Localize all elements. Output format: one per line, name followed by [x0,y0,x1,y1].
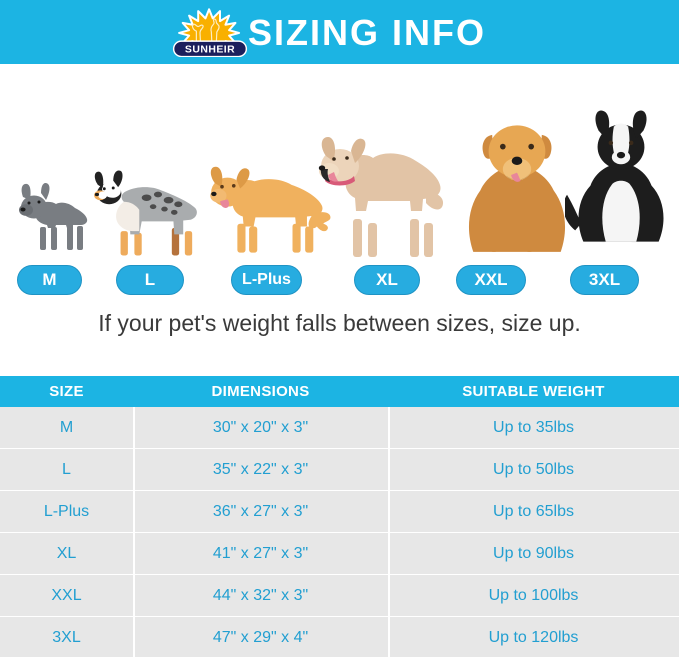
svg-text:SUNHEIR: SUNHEIR [185,44,235,55]
